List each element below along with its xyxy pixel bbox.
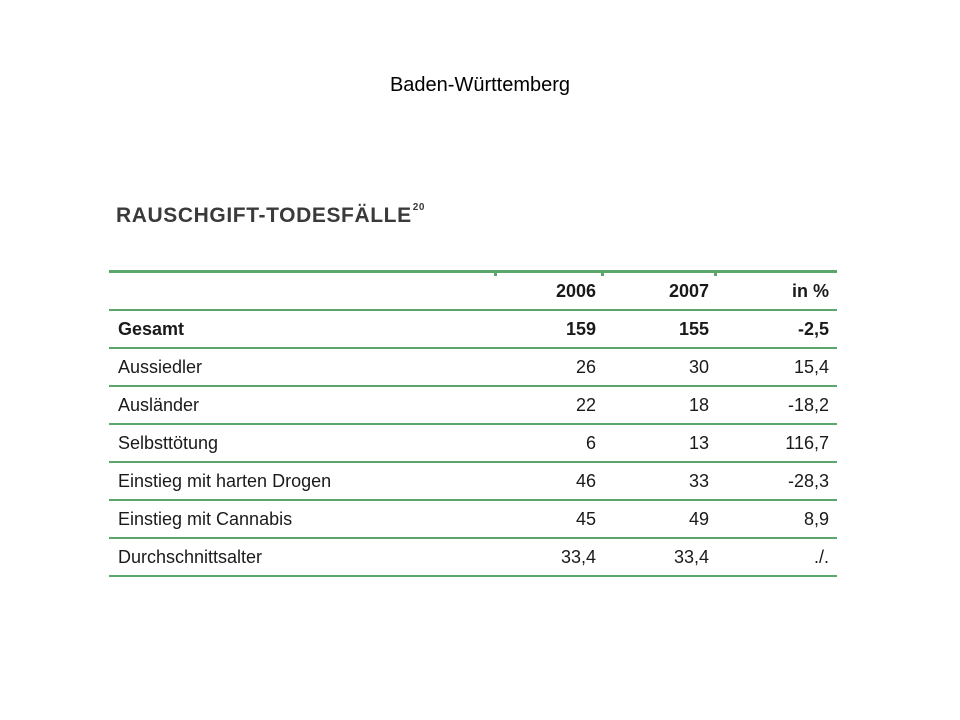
row-label: Durchschnittsalter	[109, 538, 498, 577]
value-percent: 8,9	[717, 500, 837, 539]
value-2007: 30	[604, 348, 717, 387]
row-label: Selbsttötung	[109, 424, 498, 463]
value-percent: -28,3	[717, 462, 837, 501]
table-row-selbsttoetung: Selbsttötung 6 13 116,7	[109, 424, 837, 463]
table-row-cannabis: Einstieg mit Cannabis 45 49 8,9	[109, 500, 837, 539]
value-percent: -18,2	[717, 386, 837, 425]
value-2007: 49	[604, 500, 717, 539]
value-2007: 33	[604, 462, 717, 501]
table-heading-text: RAUSCHGIFT-TODESFÄLLE	[116, 204, 412, 227]
row-label: Gesamt	[109, 310, 498, 349]
value-percent: 15,4	[717, 348, 837, 387]
footnote-marker: 20	[412, 202, 426, 213]
table-row-aussiedler: Aussiedler 26 30 15,4	[109, 348, 837, 387]
value-percent: ./.	[717, 538, 837, 577]
value-2007: 18	[604, 386, 717, 425]
value-percent: -2,5	[717, 310, 837, 349]
value-2006: 26	[498, 348, 604, 387]
value-2006: 22	[498, 386, 604, 425]
value-2007: 155	[604, 310, 717, 349]
table-row-gesamt: Gesamt 159 155 -2,5	[109, 310, 837, 349]
table-row-harte-drogen: Einstieg mit harten Drogen 46 33 -28,3	[109, 462, 837, 501]
row-label: Einstieg mit Cannabis	[109, 500, 498, 539]
table-header-row: 2006 2007 in %	[109, 271, 837, 311]
value-2006: 6	[498, 424, 604, 463]
value-2006: 159	[498, 310, 604, 349]
slide-title: Baden-Württemberg	[389, 74, 571, 96]
value-2006: 46	[498, 462, 604, 501]
row-label: Aussiedler	[109, 348, 498, 387]
value-2006: 33,4	[498, 538, 604, 577]
value-2007: 33,4	[604, 538, 717, 577]
top-rule	[109, 269, 837, 276]
table-heading: RAUSCHGIFT-TODESFÄLLE20	[116, 202, 426, 228]
statistics-table: 2006 2007 in % Gesamt 159 155 -2,5 Aussi…	[109, 269, 837, 577]
header-label-cell	[109, 271, 498, 311]
header-2006: 2006	[498, 271, 604, 311]
table-row-durchschnittsalter: Durchschnittsalter 33,4 33,4 ./.	[109, 538, 837, 577]
value-percent: 116,7	[717, 424, 837, 463]
row-label: Ausländer	[109, 386, 498, 425]
value-2006: 45	[498, 500, 604, 539]
header-2007: 2007	[604, 271, 717, 311]
table-row-auslaender: Ausländer 22 18 -18,2	[109, 386, 837, 425]
row-label: Einstieg mit harten Drogen	[109, 462, 498, 501]
header-percent: in %	[717, 271, 837, 311]
value-2007: 13	[604, 424, 717, 463]
